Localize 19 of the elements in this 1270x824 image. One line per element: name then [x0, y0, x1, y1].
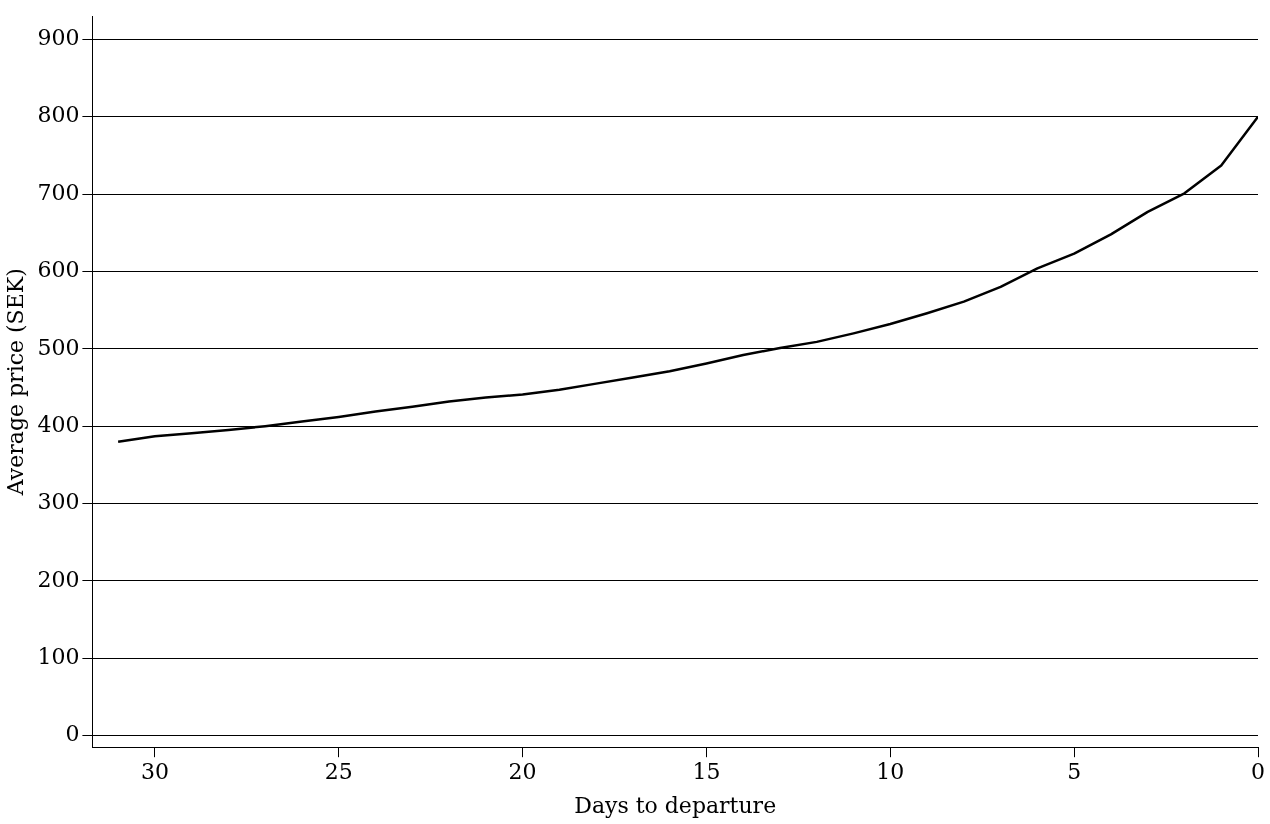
x-axis-title: Days to departure: [574, 792, 777, 818]
y-tick-label: 900: [37, 25, 80, 51]
y-tick-label: 800: [37, 102, 80, 128]
y-axis-title: Average price (SEK): [2, 268, 28, 497]
x-tick-label: 0: [1251, 759, 1265, 785]
y-tick-label: 100: [37, 643, 80, 669]
x-tick-label: 20: [508, 759, 537, 785]
y-tick-label: 300: [37, 489, 80, 515]
x-tick-label: 10: [876, 759, 905, 785]
y-tick-label: 500: [37, 334, 80, 360]
x-tick-label: 30: [140, 759, 169, 785]
x-tick-label: 25: [324, 759, 353, 785]
y-tick-label: 700: [37, 179, 80, 205]
y-tick-label: 0: [65, 721, 80, 747]
x-tick-label: 15: [692, 759, 721, 785]
y-tick-label: 400: [37, 411, 80, 437]
y-tick-label: 600: [37, 257, 80, 283]
x-tick-label: 5: [1067, 759, 1082, 785]
y-tick-label: 200: [37, 566, 80, 592]
